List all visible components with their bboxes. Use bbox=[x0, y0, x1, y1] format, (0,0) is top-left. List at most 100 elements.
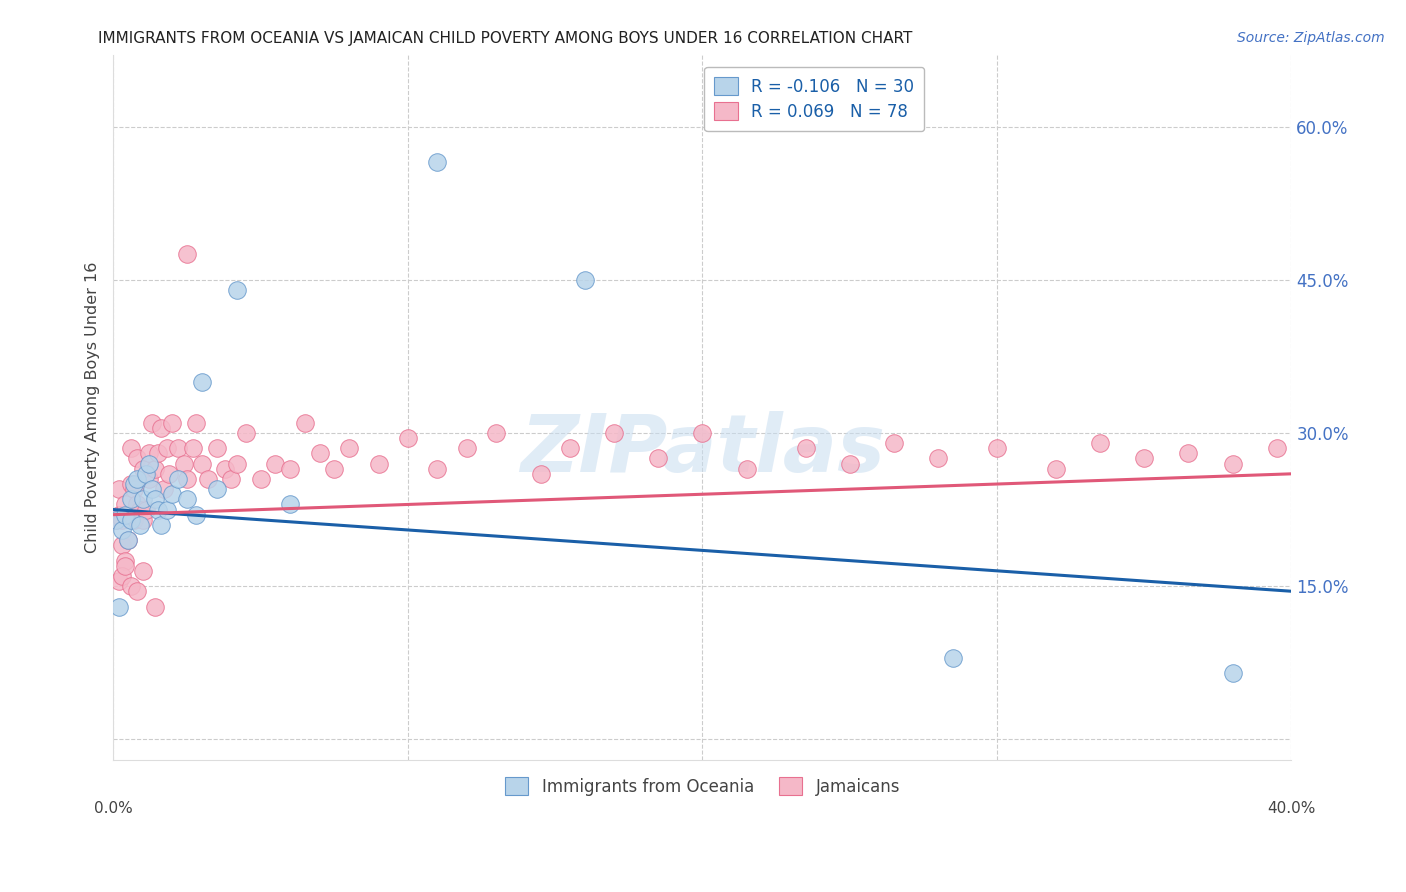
Point bbox=[162, 487, 184, 501]
Point bbox=[197, 472, 219, 486]
Point bbox=[308, 446, 330, 460]
Point bbox=[149, 517, 172, 532]
Point bbox=[1222, 457, 1244, 471]
Point bbox=[125, 451, 148, 466]
Point bbox=[117, 508, 139, 522]
Point bbox=[159, 467, 181, 481]
Point bbox=[173, 457, 195, 471]
Point bbox=[176, 492, 198, 507]
Point bbox=[1222, 665, 1244, 680]
Point bbox=[155, 442, 177, 456]
Point bbox=[337, 442, 360, 456]
Point bbox=[1133, 451, 1156, 466]
Point bbox=[735, 461, 758, 475]
Point bbox=[184, 416, 207, 430]
Point bbox=[574, 273, 596, 287]
Point bbox=[396, 431, 419, 445]
Point bbox=[1177, 446, 1199, 460]
Point bbox=[191, 457, 214, 471]
Point bbox=[456, 442, 478, 456]
Point bbox=[152, 482, 174, 496]
Point bbox=[155, 502, 177, 516]
Point bbox=[108, 482, 131, 496]
Point bbox=[105, 513, 128, 527]
Point bbox=[132, 461, 155, 475]
Point bbox=[135, 467, 157, 481]
Point bbox=[120, 477, 142, 491]
Point bbox=[122, 482, 145, 496]
Text: 40.0%: 40.0% bbox=[1267, 801, 1316, 815]
Point bbox=[111, 569, 134, 583]
Point bbox=[132, 513, 155, 527]
Point bbox=[108, 574, 131, 588]
Point bbox=[176, 247, 198, 261]
Point bbox=[278, 461, 301, 475]
Point bbox=[367, 457, 389, 471]
Point bbox=[181, 442, 204, 456]
Point bbox=[125, 584, 148, 599]
Point bbox=[117, 533, 139, 548]
Point bbox=[426, 461, 449, 475]
Point bbox=[294, 416, 316, 430]
Point bbox=[114, 558, 136, 573]
Point bbox=[162, 416, 184, 430]
Point bbox=[141, 416, 163, 430]
Point bbox=[647, 451, 669, 466]
Point bbox=[135, 502, 157, 516]
Point bbox=[603, 425, 626, 440]
Point bbox=[176, 472, 198, 486]
Point bbox=[235, 425, 257, 440]
Point bbox=[120, 442, 142, 456]
Point bbox=[692, 425, 714, 440]
Point bbox=[226, 457, 249, 471]
Point bbox=[125, 472, 148, 486]
Point bbox=[138, 472, 160, 486]
Point bbox=[264, 457, 287, 471]
Point bbox=[120, 579, 142, 593]
Point bbox=[184, 508, 207, 522]
Point bbox=[927, 451, 949, 466]
Point bbox=[214, 461, 236, 475]
Point bbox=[138, 457, 160, 471]
Point bbox=[146, 502, 169, 516]
Point bbox=[114, 498, 136, 512]
Point bbox=[838, 457, 860, 471]
Point bbox=[323, 461, 346, 475]
Point bbox=[114, 508, 136, 522]
Point bbox=[167, 442, 190, 456]
Point bbox=[138, 446, 160, 460]
Point bbox=[149, 421, 172, 435]
Point bbox=[143, 599, 166, 614]
Point bbox=[132, 564, 155, 578]
Point bbox=[105, 513, 128, 527]
Text: 0.0%: 0.0% bbox=[94, 801, 134, 815]
Point bbox=[120, 513, 142, 527]
Point bbox=[125, 498, 148, 512]
Point bbox=[108, 508, 131, 522]
Point bbox=[111, 538, 134, 552]
Text: IMMIGRANTS FROM OCEANIA VS JAMAICAN CHILD POVERTY AMONG BOYS UNDER 16 CORRELATIO: IMMIGRANTS FROM OCEANIA VS JAMAICAN CHIL… bbox=[98, 31, 912, 46]
Point bbox=[111, 523, 134, 537]
Point bbox=[1265, 442, 1288, 456]
Point bbox=[558, 442, 581, 456]
Point bbox=[143, 461, 166, 475]
Point bbox=[883, 436, 905, 450]
Y-axis label: Child Poverty Among Boys Under 16: Child Poverty Among Boys Under 16 bbox=[86, 261, 100, 553]
Point bbox=[129, 517, 152, 532]
Point bbox=[114, 553, 136, 567]
Legend: Immigrants from Oceania, Jamaicans: Immigrants from Oceania, Jamaicans bbox=[496, 769, 908, 805]
Point bbox=[226, 283, 249, 297]
Point bbox=[205, 442, 228, 456]
Point bbox=[794, 442, 817, 456]
Point bbox=[529, 467, 551, 481]
Point bbox=[1045, 461, 1067, 475]
Text: Source: ZipAtlas.com: Source: ZipAtlas.com bbox=[1237, 31, 1385, 45]
Point bbox=[205, 482, 228, 496]
Point bbox=[132, 492, 155, 507]
Point bbox=[122, 513, 145, 527]
Point bbox=[129, 502, 152, 516]
Point bbox=[278, 498, 301, 512]
Point bbox=[111, 513, 134, 527]
Point bbox=[143, 492, 166, 507]
Point bbox=[141, 482, 163, 496]
